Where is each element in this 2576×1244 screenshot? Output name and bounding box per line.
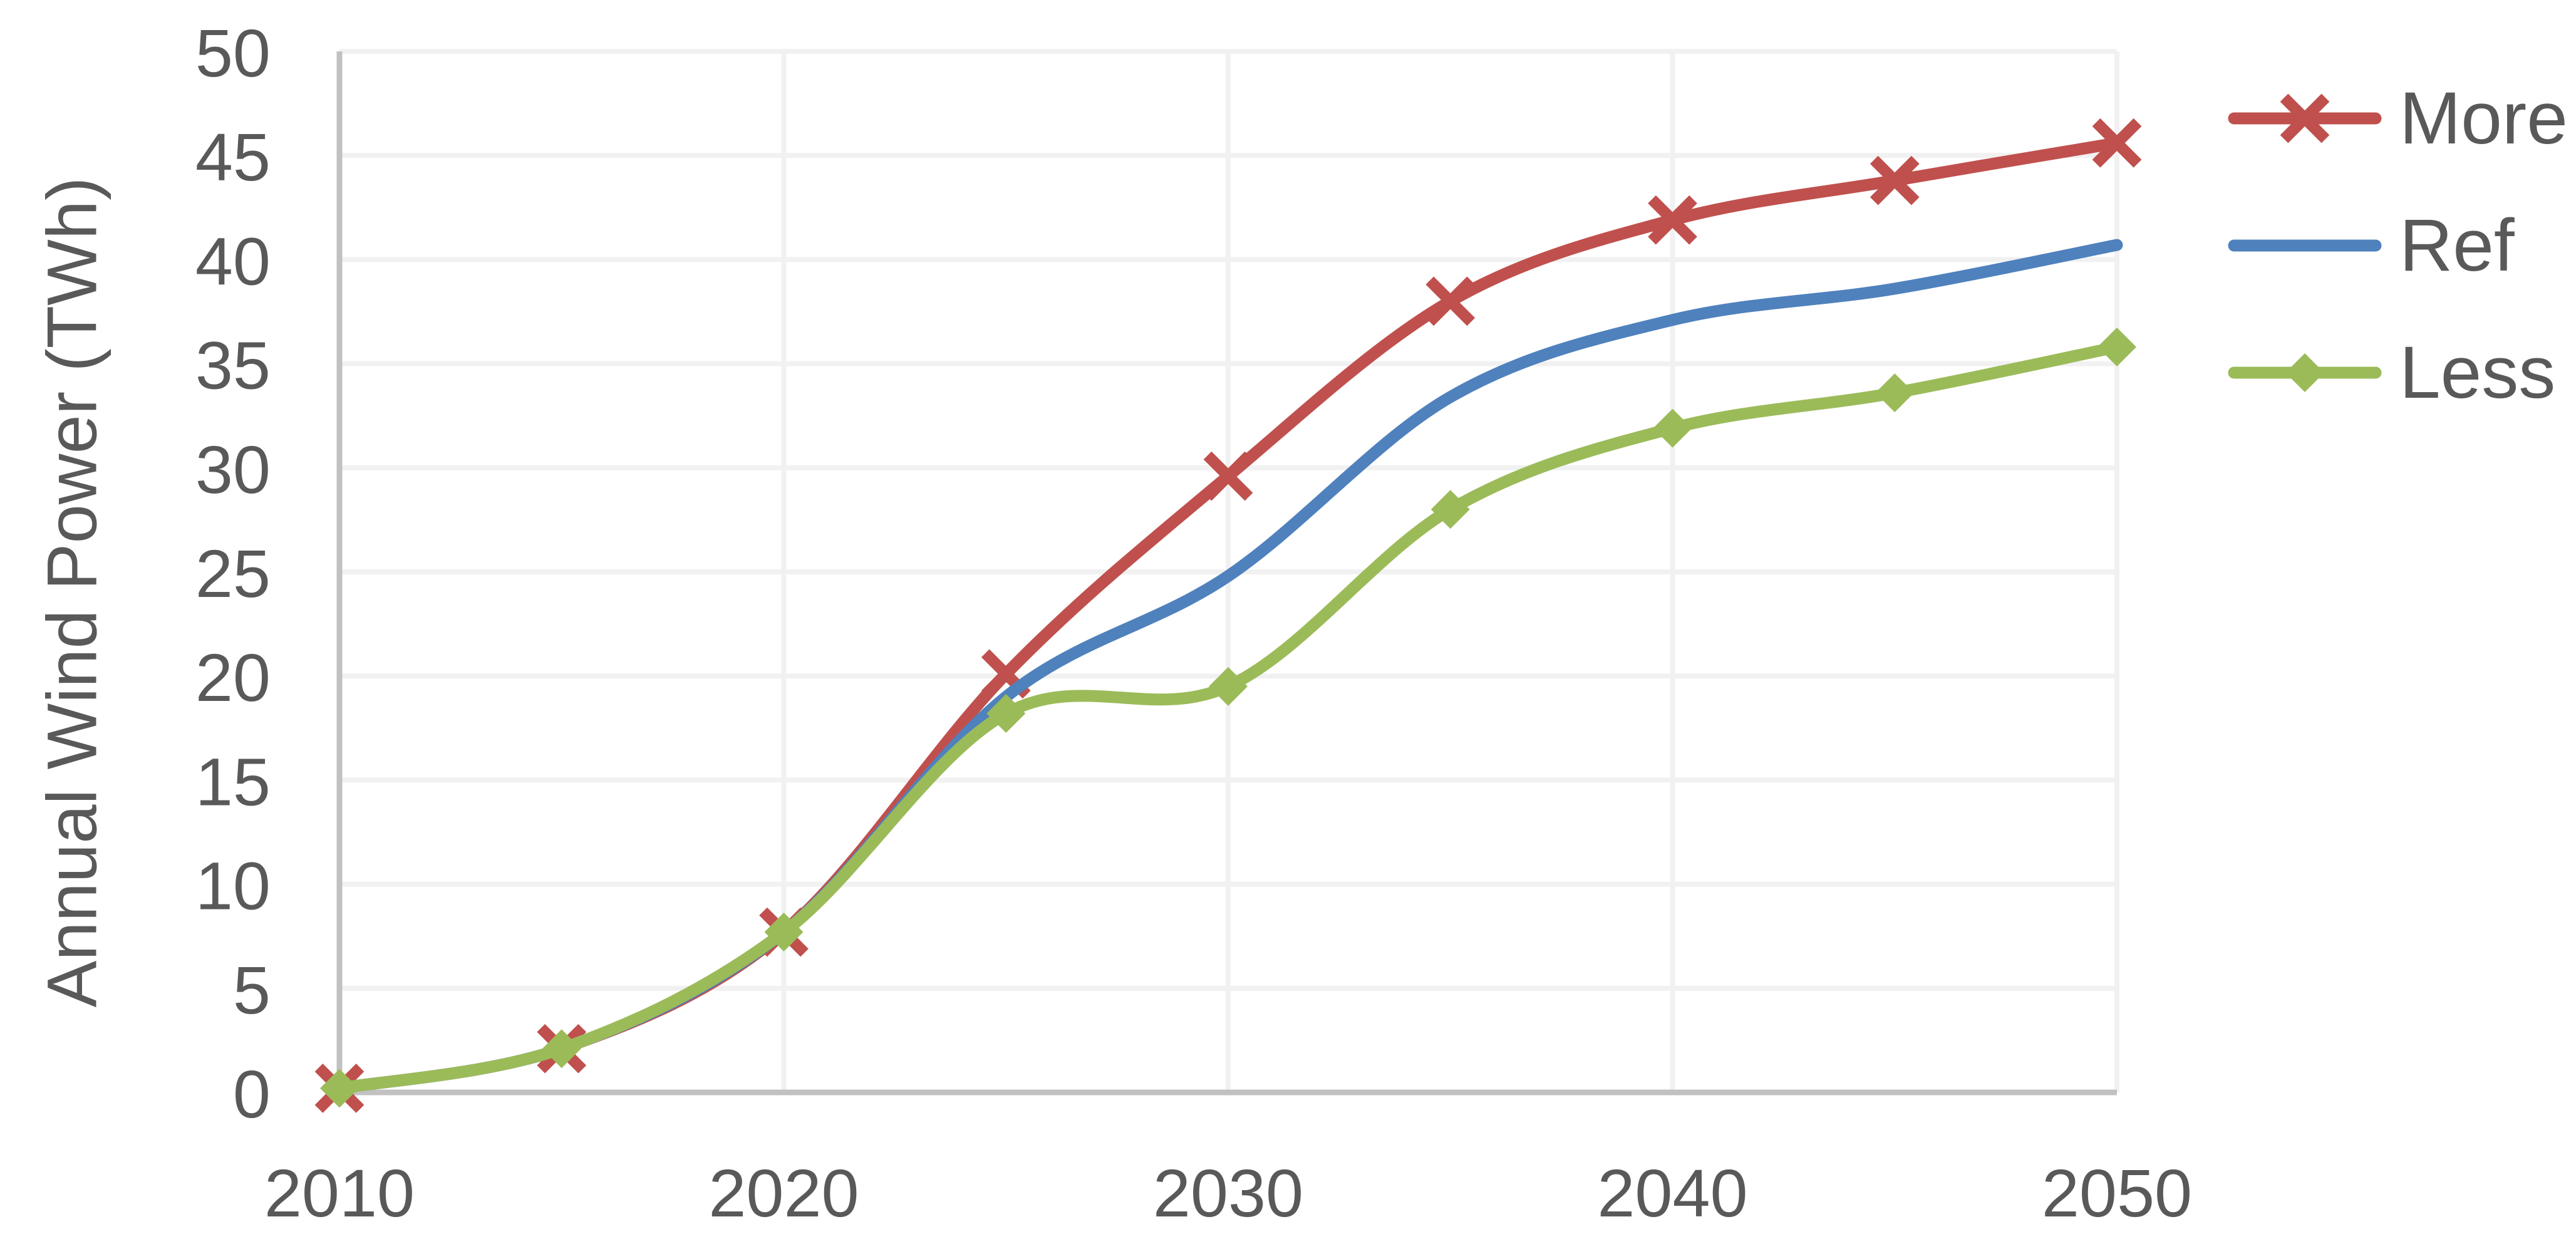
diamond-marker	[986, 694, 1026, 733]
diamond-marker	[1209, 666, 1248, 706]
x-marker	[1425, 276, 1476, 326]
legend-item-ref: Ref	[2227, 204, 2568, 287]
y-tick-label-5: 5	[233, 952, 271, 1028]
y-tick-label-15: 15	[195, 744, 271, 819]
legend-sample-less	[2228, 353, 2382, 392]
x-marker	[2092, 118, 2142, 168]
legend-label-less: Less	[2399, 331, 2556, 414]
legend-label-more: More	[2399, 76, 2568, 160]
y-tick-label-40: 40	[195, 223, 271, 299]
diamond-marker	[1875, 373, 1915, 413]
legend: More Ref Less	[2227, 77, 2568, 414]
x-marker	[2280, 93, 2330, 143]
diamond-marker	[2285, 353, 2324, 392]
x-tick-label-2040: 2040	[1597, 1155, 1747, 1231]
x-marker	[1648, 195, 1697, 245]
legend-item-less: Less	[2227, 331, 2568, 414]
legend-sample-more	[2228, 93, 2382, 143]
y-tick-label-30: 30	[195, 432, 271, 507]
diamond-marker	[1653, 408, 1692, 448]
x-marker	[1203, 451, 1253, 501]
diamond-marker	[542, 1029, 581, 1069]
x-tick-label-2030: 2030	[1153, 1155, 1303, 1231]
x-tick-label-2050: 2050	[2042, 1155, 2192, 1231]
y-tick-label-20: 20	[195, 640, 271, 715]
diamond-marker	[1430, 490, 1470, 529]
tick-labels: 0 5 10 15 20 25 30 35 40 45 50 2010 2020 2030 2040 2050	[195, 15, 2192, 1231]
y-tick-label-25: 25	[195, 536, 271, 611]
legend-sample-ref	[2228, 239, 2382, 251]
y-tick-label-10: 10	[195, 848, 271, 924]
legend-item-more: More	[2227, 77, 2568, 160]
y-tick-label-45: 45	[195, 119, 271, 195]
y-tick-label-0: 0	[233, 1056, 271, 1132]
y-tick-label-50: 50	[195, 15, 271, 91]
diamond-marker	[764, 913, 804, 952]
x-tick-label-2020: 2020	[708, 1155, 859, 1231]
x-tick-label-2010: 2010	[264, 1155, 415, 1231]
y-tick-label-35: 35	[195, 328, 271, 403]
series-less	[320, 328, 2136, 1108]
diamond-marker	[320, 1069, 359, 1108]
diamond-marker	[2098, 328, 2136, 367]
legend-label-ref: Ref	[2399, 204, 2515, 287]
x-marker	[1870, 155, 1920, 205]
